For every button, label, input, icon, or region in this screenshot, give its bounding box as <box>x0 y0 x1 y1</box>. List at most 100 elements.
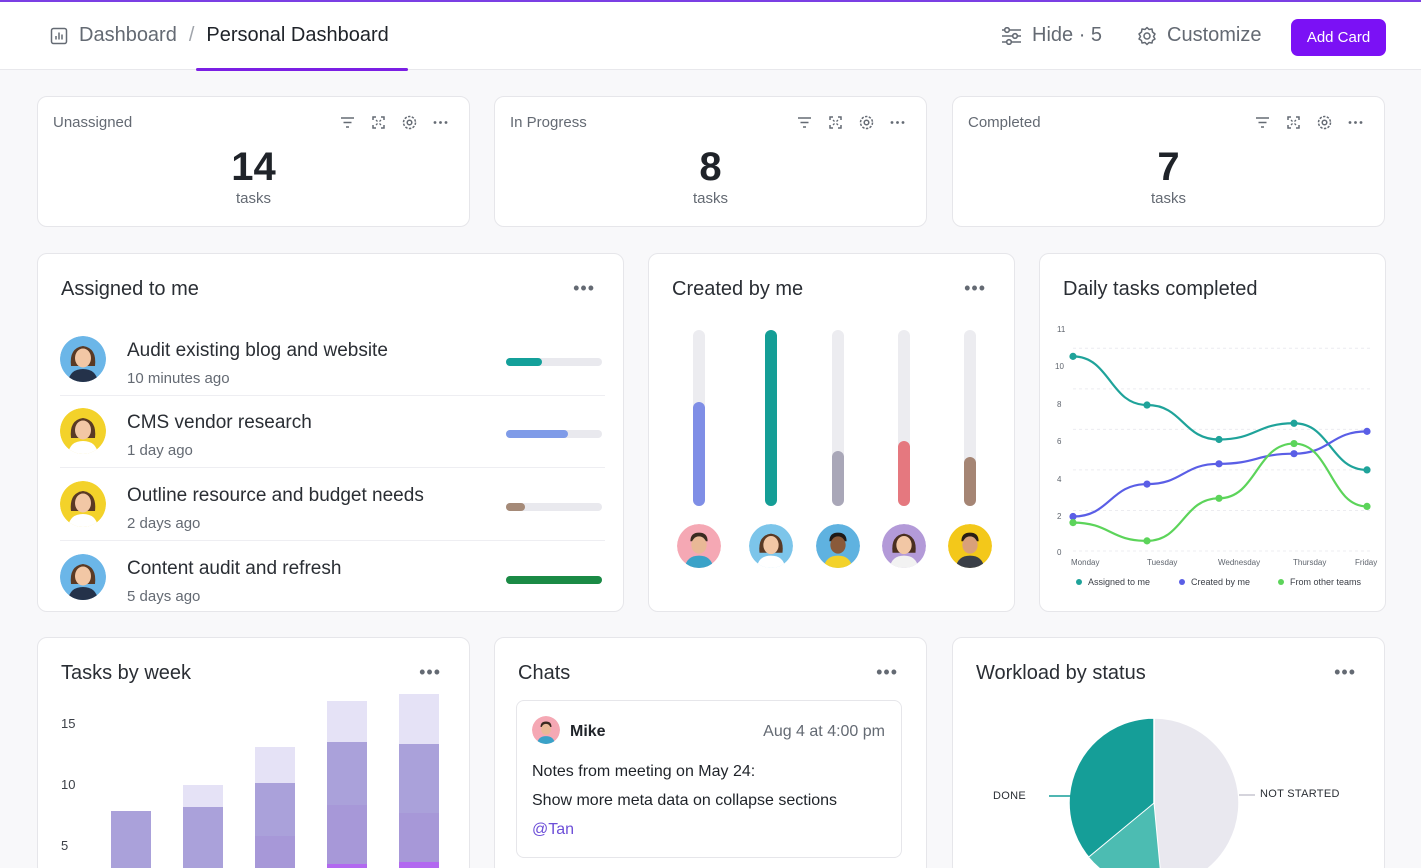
more-options-icon[interactable] <box>1347 114 1364 131</box>
series-line <box>1072 442 1368 542</box>
more-options-icon[interactable] <box>889 114 906 131</box>
active-tab-indicator <box>196 68 408 71</box>
legend-label: From other teams <box>1290 577 1362 587</box>
progress-fill <box>964 456 976 506</box>
task-row[interactable]: CMS vendor research 1 day ago <box>60 400 605 472</box>
bar-segment <box>399 693 439 744</box>
progress-fill <box>832 451 844 506</box>
task-progress-bar <box>506 576 602 584</box>
top-accent-bar <box>0 0 1421 2</box>
more-options-icon[interactable]: ••• <box>573 278 595 298</box>
avatar <box>882 524 926 568</box>
legend-label: Created by me <box>1191 577 1251 587</box>
data-point <box>1363 427 1371 435</box>
y-tick-label: 4 <box>1057 475 1062 484</box>
expand-icon[interactable] <box>1285 114 1302 131</box>
stat-card-title: Completed <box>968 114 1041 131</box>
progress-fill <box>765 330 777 506</box>
task-progress-bar <box>506 358 602 366</box>
daily-tasks-card: Daily tasks completed 11 10 8 6 4 2 0 Mo… <box>1039 253 1386 612</box>
settings-icon[interactable] <box>858 114 875 131</box>
settings-icon[interactable] <box>1316 114 1333 131</box>
stat-card-value: 8 <box>699 145 722 189</box>
avatar <box>677 524 721 568</box>
progress-bar <box>964 330 976 506</box>
task-time: 1 day ago <box>127 442 193 459</box>
chat-mention-link[interactable]: @Tan <box>532 821 575 838</box>
breadcrumb-dashboard-link[interactable]: Dashboard <box>79 24 177 46</box>
filter-icon[interactable] <box>796 114 813 131</box>
task-row[interactable]: Content audit and refresh 5 days ago <box>60 546 605 618</box>
created-by-me-card: Created by me ••• <box>648 253 1015 612</box>
legend-label: Assigned to me <box>1088 577 1151 587</box>
breadcrumb-current-page[interactable]: Personal Dashboard <box>206 24 389 46</box>
task-time: 5 days ago <box>127 588 201 605</box>
gear-icon <box>1138 26 1156 45</box>
data-point <box>1143 480 1151 488</box>
data-point <box>1143 401 1151 409</box>
divider <box>60 540 605 541</box>
settings-icon[interactable] <box>401 114 418 131</box>
more-options-icon[interactable]: ••• <box>1334 662 1356 682</box>
daily-line-chart <box>1069 347 1373 552</box>
avatar <box>948 524 992 568</box>
filter-icon[interactable] <box>1254 114 1271 131</box>
avatar <box>749 524 793 568</box>
customize-button-label: Customize <box>1167 24 1262 46</box>
tasks-by-week-card: Tasks by week ••• 15 10 5 <box>37 637 470 868</box>
bar-segment <box>327 804 367 865</box>
x-tick-label: Tuesday <box>1147 558 1178 567</box>
task-progress-fill <box>506 358 543 366</box>
customize-button[interactable]: Customize <box>1137 24 1261 47</box>
y-tick-label: 10 <box>61 777 76 792</box>
avatar <box>60 336 106 382</box>
task-name: CMS vendor research <box>127 412 312 433</box>
y-tick-label: 10 <box>1055 362 1064 371</box>
bar-segment <box>183 807 223 868</box>
workload-pie-chart <box>1049 717 1255 868</box>
filter-icon[interactable] <box>339 114 356 131</box>
expand-icon[interactable] <box>827 114 844 131</box>
task-name: Content audit and refresh <box>127 558 342 579</box>
task-row[interactable]: Audit existing blog and website 10 minut… <box>60 328 605 400</box>
progress-fill <box>693 402 705 506</box>
data-point <box>1290 439 1298 448</box>
data-point <box>1363 502 1371 510</box>
assigned-to-me-card: Assigned to me ••• Audit existing blog a… <box>37 253 624 612</box>
series-line <box>1072 355 1368 472</box>
stat-card-title: Unassigned <box>53 114 133 131</box>
x-tick-label: Wednesday <box>1218 558 1261 567</box>
data-point <box>1215 460 1223 468</box>
progress-bar <box>898 330 910 506</box>
card-title: Created by me <box>672 278 804 300</box>
stat-card-in-progress: In Progress 8 tasks <box>494 96 927 227</box>
legend-item: Assigned to me <box>1076 577 1150 587</box>
divider <box>60 467 605 468</box>
stat-card-toolbar <box>339 114 449 131</box>
hide-button[interactable]: Hide · 5 <box>1001 24 1102 47</box>
hide-button-label: Hide · 5 <box>1032 24 1103 46</box>
task-progress-bar <box>506 430 602 438</box>
progress-bar <box>693 330 705 506</box>
add-card-button[interactable]: Add Card <box>1291 19 1386 56</box>
more-options-icon[interactable]: ••• <box>419 662 441 682</box>
card-title: Workload by status <box>976 662 1146 684</box>
stat-card-value: 7 <box>1157 145 1180 189</box>
task-time: 10 minutes ago <box>127 370 230 387</box>
more-options-icon[interactable] <box>432 114 449 131</box>
stat-card-unit: tasks <box>692 190 728 207</box>
pie-label-not-started: NOT STARTED <box>1260 788 1340 800</box>
task-row[interactable]: Outline resource and budget needs 2 days… <box>60 473 605 545</box>
more-options-icon[interactable]: ••• <box>964 278 986 298</box>
data-point <box>1069 352 1077 360</box>
y-tick-label: 0 <box>1057 548 1062 557</box>
y-tick-label: 6 <box>1057 437 1062 446</box>
expand-icon[interactable] <box>370 114 387 131</box>
more-options-icon[interactable]: ••• <box>876 662 898 682</box>
bar-segment <box>255 747 295 783</box>
bar-segment <box>327 742 367 805</box>
chat-message[interactable]: Mike Aug 4 at 4:00 pm Notes from meeting… <box>516 700 902 858</box>
progress-fill <box>898 440 910 506</box>
x-tick-label: Thursday <box>1293 558 1327 567</box>
x-tick-label: Monday <box>1071 558 1100 567</box>
